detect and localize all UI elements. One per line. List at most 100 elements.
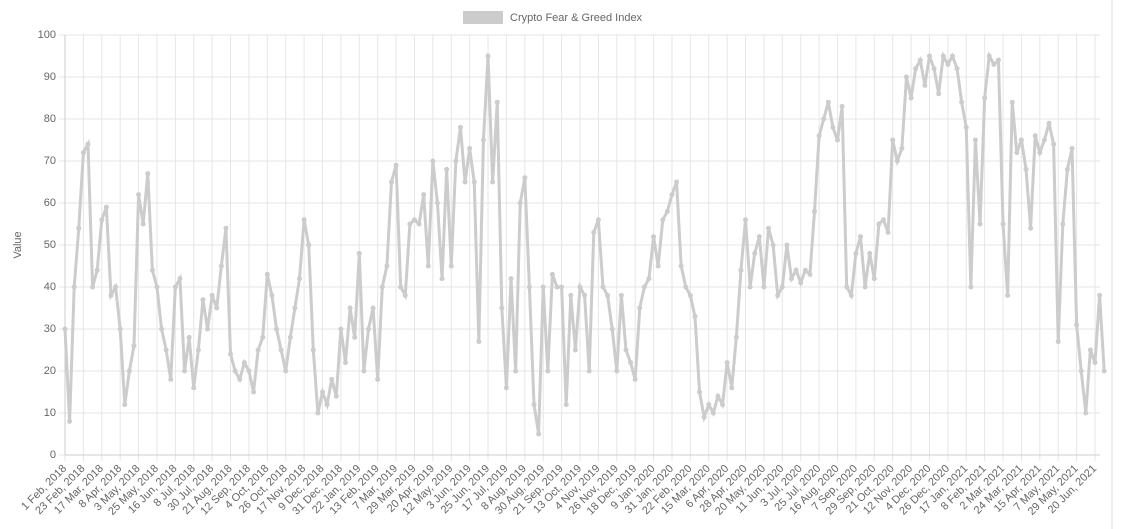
point xyxy=(499,305,505,311)
point xyxy=(835,137,840,143)
y-tick-label: 50 xyxy=(44,239,56,251)
point xyxy=(108,292,114,298)
point xyxy=(154,284,160,290)
point xyxy=(214,305,220,311)
point xyxy=(687,292,693,298)
point xyxy=(457,124,463,130)
point xyxy=(959,99,965,105)
point xyxy=(425,263,431,269)
point xyxy=(471,179,477,185)
point xyxy=(131,343,137,349)
point xyxy=(738,267,744,273)
point xyxy=(352,334,358,340)
point xyxy=(421,192,427,198)
point xyxy=(444,166,450,172)
point xyxy=(669,192,675,198)
y-tick-label: 40 xyxy=(44,281,56,293)
point xyxy=(789,276,795,282)
point xyxy=(195,347,201,353)
point xyxy=(347,305,353,311)
point xyxy=(812,208,818,214)
point xyxy=(697,389,703,395)
point xyxy=(1074,322,1080,328)
point xyxy=(848,292,854,298)
point xyxy=(149,267,155,273)
point xyxy=(614,368,620,374)
point xyxy=(1032,133,1038,139)
point xyxy=(779,284,785,290)
point xyxy=(678,263,684,269)
point xyxy=(853,250,859,256)
y-tick-label: 0 xyxy=(50,449,56,461)
point xyxy=(618,292,624,298)
point xyxy=(1000,221,1006,227)
point xyxy=(1064,166,1070,172)
point xyxy=(159,326,165,332)
point xyxy=(453,158,459,164)
point xyxy=(287,334,293,340)
point xyxy=(991,61,997,67)
y-axis-label: Value xyxy=(12,231,24,258)
point xyxy=(683,284,689,290)
point xyxy=(936,91,942,97)
point xyxy=(200,297,206,303)
point xyxy=(310,347,316,353)
point xyxy=(655,263,661,269)
point xyxy=(297,276,303,282)
point xyxy=(986,53,992,59)
y-tick-label: 10 xyxy=(44,407,56,419)
point xyxy=(338,326,344,332)
point xyxy=(701,414,707,420)
point xyxy=(1023,166,1029,172)
point xyxy=(977,221,983,227)
point xyxy=(609,326,615,332)
point xyxy=(867,250,873,256)
point xyxy=(862,284,868,290)
point xyxy=(513,368,519,374)
point xyxy=(807,271,813,277)
point xyxy=(80,150,86,156)
point xyxy=(264,271,270,277)
point xyxy=(899,145,905,151)
point xyxy=(628,360,634,366)
point xyxy=(844,284,850,290)
point xyxy=(720,402,726,408)
point xyxy=(306,242,312,248)
point xyxy=(710,410,716,416)
point xyxy=(1046,120,1052,126)
point xyxy=(559,284,565,290)
y-tick-label: 90 xyxy=(44,71,56,83)
point xyxy=(949,53,955,59)
point xyxy=(605,292,611,298)
point xyxy=(126,368,132,374)
point xyxy=(94,267,100,273)
point xyxy=(761,284,767,290)
point xyxy=(802,267,808,273)
point xyxy=(770,242,776,248)
point xyxy=(292,305,298,311)
point xyxy=(1018,137,1024,143)
point xyxy=(917,57,923,63)
point xyxy=(76,225,82,231)
point xyxy=(71,284,77,290)
point xyxy=(646,276,652,282)
legend-label: Crypto Fear & Greed Index xyxy=(510,12,643,24)
y-tick-label: 80 xyxy=(44,113,56,125)
point xyxy=(890,137,896,143)
point xyxy=(246,368,252,374)
point xyxy=(637,305,643,311)
point xyxy=(821,116,827,122)
point xyxy=(595,217,601,223)
point xyxy=(375,376,381,382)
point xyxy=(315,410,321,416)
point xyxy=(798,280,804,286)
point xyxy=(1060,221,1066,227)
point xyxy=(784,242,790,248)
point xyxy=(494,99,500,105)
point xyxy=(448,263,454,269)
point xyxy=(692,313,698,319)
point xyxy=(365,326,371,332)
point xyxy=(1069,145,1075,151)
point xyxy=(733,334,739,340)
point xyxy=(361,368,367,374)
